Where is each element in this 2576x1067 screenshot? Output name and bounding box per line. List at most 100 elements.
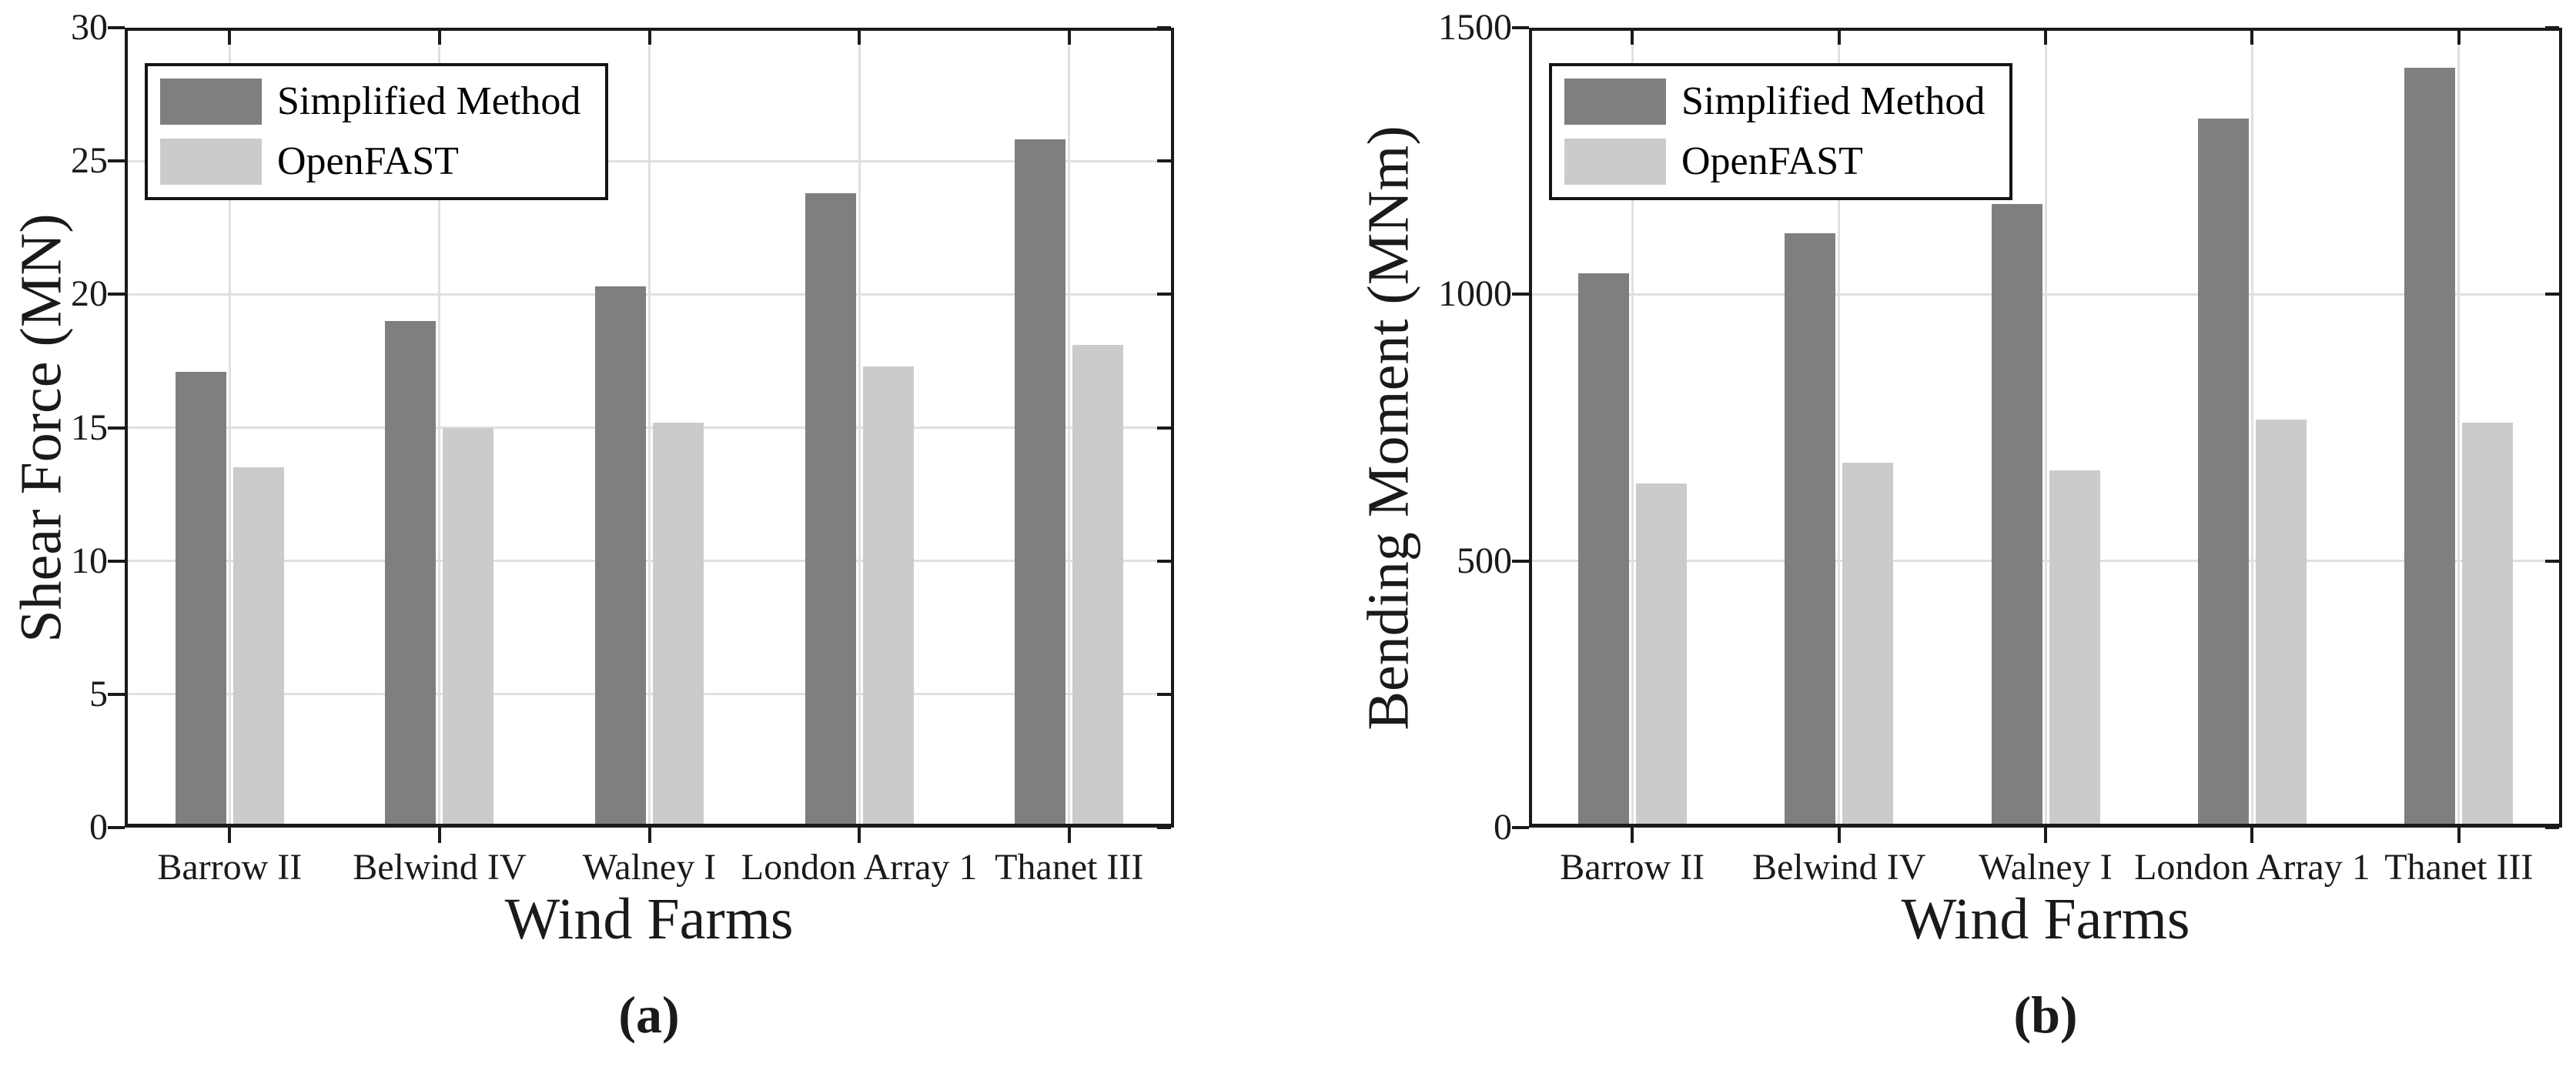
legend-item: Simplified Method [1564,79,1985,125]
y-axis-title: Bending Moment (MNm) [1357,125,1421,731]
y-tick-mark [108,26,125,29]
x-tick-label: Walney I [1979,847,2113,888]
bar-simplified-method [175,371,226,828]
legend-swatch-openfast [160,139,262,185]
plot-area-a: Simplified Method OpenFAST 0 5 10 15 20 25 30 B… [71,9,1174,888]
bar-simplified-method [1785,232,1836,828]
x-tick-mark [1837,828,1841,843]
bar-simplified-method [805,192,856,828]
x-tick-mark [1837,31,1841,45]
axis-line-left [1529,28,1532,828]
bar-openfast [1072,345,1124,828]
bar-openfast [1842,462,1894,828]
y-tick-mark [1157,826,1171,829]
y-tick-label: 0 [1494,807,1512,848]
plot-area-b: Simplified Method OpenFAST 0 500 1000 1500 B… [1438,9,2562,888]
x-tick-mark [1067,31,1071,45]
y-tick-mark [2545,26,2559,29]
bar-simplified-method [1577,273,1629,828]
panel-caption-a: (a) [618,985,680,1044]
bar-openfast [1635,483,1687,828]
y-tick-label: 30 [71,7,108,48]
x-tick-label: London Array 1 [2134,847,2370,888]
bar-openfast [862,366,914,828]
bar-openfast [2049,470,2100,828]
bar-simplified-method [2197,118,2249,828]
legend-label: OpenFAST [277,139,459,184]
y-tick-label: 10 [71,540,108,581]
x-tick-mark [228,828,232,843]
v-gridline [2250,28,2253,828]
y-tick-mark [2545,293,2559,296]
legend-label: Simplified Method [277,79,581,124]
bar-openfast [2462,422,2514,828]
x-tick-label: Thanet III [995,847,1144,888]
v-gridline [1838,28,1841,828]
x-tick-mark [2250,828,2254,843]
bar-simplified-method [2404,67,2456,828]
y-tick-mark [1157,426,1171,430]
axis-line-right [1171,28,1174,828]
legend-item: OpenFAST [160,139,580,185]
bar-simplified-method [385,320,437,828]
y-tick-mark [1512,826,1529,829]
x-tick-mark [647,828,651,843]
legend-item: Simplified Method [160,79,580,125]
y-tick-label: 1500 [1438,7,1512,48]
legend-label: Simplified Method [1681,79,1986,124]
y-tick-mark [1157,559,1171,563]
v-gridline [2457,28,2461,828]
y-tick-label: 500 [1457,540,1512,581]
legend-swatch-simplified-method [1564,79,1666,125]
v-gridline [2044,28,2047,828]
x-tick-label: Belwind IV [1751,847,1926,888]
y-tick-mark [2545,559,2559,563]
x-tick-mark [647,31,651,45]
axis-line-right [2559,28,2562,828]
bar-simplified-method [1015,139,1066,828]
y-tick-mark [1157,692,1171,696]
v-gridline [858,28,861,828]
y-tick-mark [108,692,125,696]
axis-line-top [1529,28,2562,31]
axis-line-top [125,28,1174,31]
y-axis-title-wrap-b: Bending Moment (MNm) [1350,28,1427,828]
v-gridline [438,28,441,828]
y-tick-label: 1000 [1438,273,1512,315]
x-tick-mark [1067,828,1071,843]
x-tick-mark [2250,31,2254,45]
y-tick-mark [1157,293,1171,296]
x-tick-label: Belwind IV [353,847,527,888]
y-tick-mark [2545,826,2559,829]
y-tick-mark [1512,26,1529,29]
v-gridline [1631,28,1634,828]
axis-line-left [125,28,128,828]
panel-caption-b: (b) [2013,985,2078,1044]
y-tick-mark [1157,26,1171,29]
bar-openfast [443,427,494,828]
y-tick-label: 20 [71,273,108,315]
x-tick-label: London Array 1 [741,847,978,888]
x-axis-title: Wind Farms [1901,887,2190,952]
bar-simplified-method [595,286,646,828]
legend: Simplified Method OpenFAST [1549,63,2013,200]
legend-label: OpenFAST [1681,139,1863,184]
y-tick-label: 15 [71,406,108,448]
x-tick-mark [858,31,861,45]
y-tick-mark [1512,559,1529,563]
y-tick-mark [108,159,125,163]
x-tick-mark [2457,828,2461,843]
x-tick-mark [1631,828,1634,843]
y-tick-mark [108,293,125,296]
legend: Simplified Method OpenFAST [145,63,609,200]
x-tick-mark [2457,31,2461,45]
x-tick-mark [228,31,232,45]
x-tick-label: Walney I [582,847,717,888]
y-tick-mark [1157,159,1171,163]
y-tick-mark [108,426,125,430]
bar-openfast [233,467,284,828]
y-tick-mark [1512,293,1529,296]
x-tick-mark [1631,31,1634,45]
y-tick-mark [108,826,125,829]
axis-line-bottom [125,824,1174,828]
